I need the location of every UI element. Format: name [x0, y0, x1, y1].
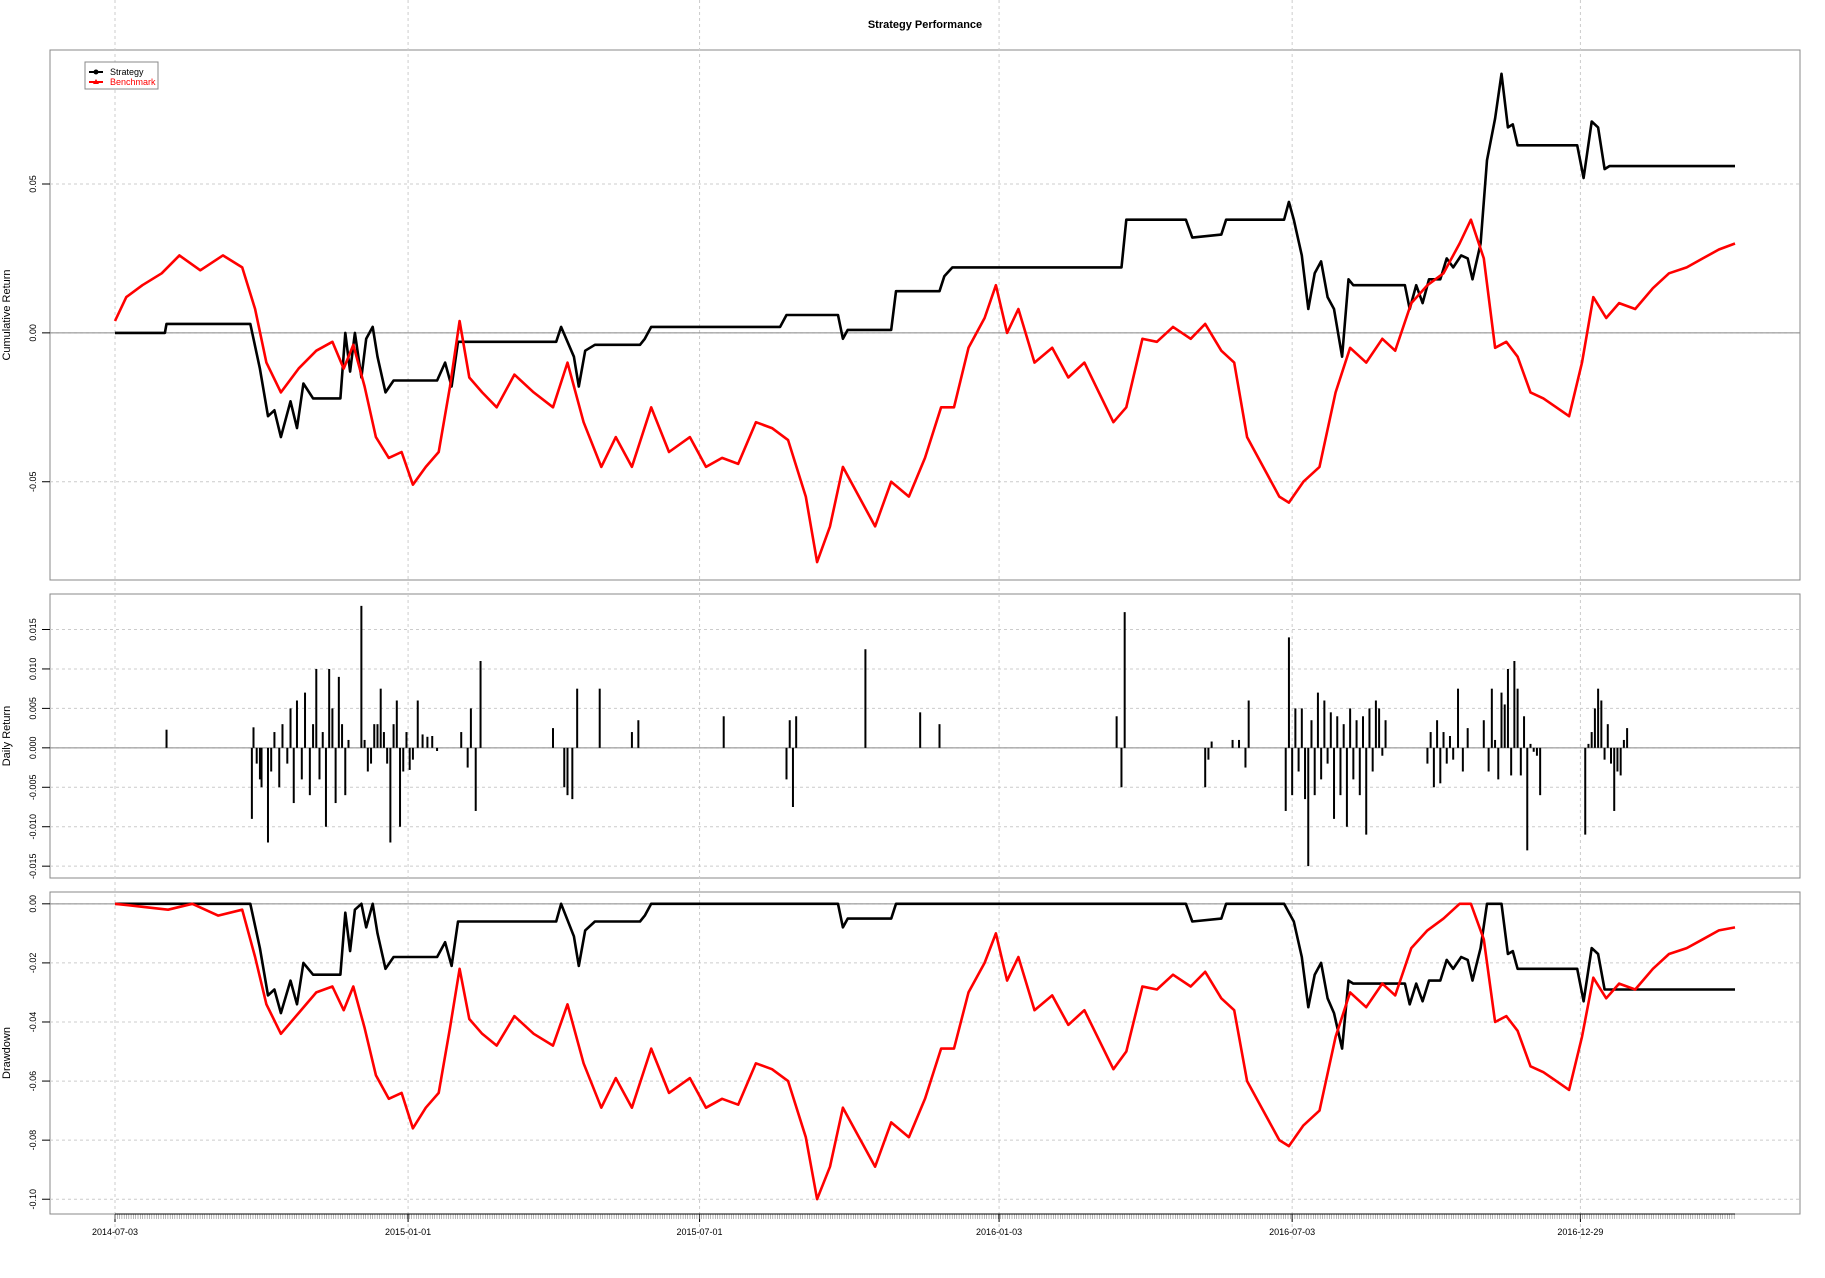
x-tick-label-2: 2015-07-01	[677, 1227, 723, 1237]
drawdown-y-tick-label-3: -0.04	[28, 1012, 38, 1033]
drawdown-series-benchmark-line	[114, 902, 1736, 1201]
daily-y-tick-label-4: 0.005	[28, 697, 38, 720]
daily-ylabel: Daily Return	[1, 706, 13, 767]
daily-y-tick-label-0: -0.015	[28, 853, 38, 879]
cumulative-ylabel: Cumulative Return	[1, 269, 13, 360]
drawdown-series-strategy-line	[115, 902, 1735, 1050]
legend-strategy-marker	[93, 69, 99, 75]
legend-benchmark-label: Benchmark	[110, 77, 156, 87]
daily-y-tick-label-6: 0.015	[28, 618, 38, 641]
legend-strategy-label: Strategy	[110, 67, 144, 77]
chart-title: Strategy Performance	[868, 19, 982, 31]
legend-benchmark-marker	[93, 79, 99, 84]
x-tick-label-4: 2016-07-03	[1269, 1227, 1315, 1237]
cumulative-y-tick-label-1: 0.00	[28, 324, 38, 342]
x-tick-label-0: 2014-07-03	[92, 1227, 138, 1237]
x-tick-label-1: 2015-01-01	[385, 1227, 431, 1237]
series-layer	[113, 72, 1736, 1201]
cumulative-series-benchmark-line	[113, 218, 1736, 564]
drawdown-y-tick-label-1: -0.08	[28, 1130, 38, 1151]
axis-layer: 2014-07-03 2015-01-01 2015-07-01 2016-01-03…	[28, 175, 1735, 1237]
daily-y-tick-label-3: 0.000	[28, 737, 38, 760]
legend-box	[84, 61, 159, 90]
daily-y-tick-label-2: -0.005	[28, 775, 38, 801]
legend: Strategy Benchmark	[84, 61, 159, 90]
drawdown-y-tick-label-2: -0.06	[28, 1071, 38, 1092]
x-tick-label-3: 2016-01-03	[976, 1227, 1022, 1237]
x-tick-label-5: 2016-12-29	[1557, 1227, 1603, 1237]
cumulative-series-strategy-line	[115, 72, 1735, 439]
daily-y-tick-label-5: 0.010	[28, 658, 38, 681]
drawdown-y-tick-label-5: 0.00	[28, 895, 38, 913]
daily-panel-frame	[49, 593, 1801, 879]
cumulative-y-tick-label-2: 0.05	[28, 175, 38, 193]
drawdown-y-tick-label-0: -0.10	[28, 1189, 38, 1210]
drawdown-ylabel: Drawdown	[1, 1027, 13, 1079]
daily-y-tick-label-1: -0.010	[28, 814, 38, 840]
cumulative-y-tick-label-0: -0.05	[28, 471, 38, 492]
cumulative-panel-frame	[49, 49, 1801, 581]
daily-bars	[165, 605, 1629, 867]
x-minor-ticks	[114, 1214, 1735, 1219]
drawdown-y-tick-label-4: -0.02	[28, 953, 38, 974]
